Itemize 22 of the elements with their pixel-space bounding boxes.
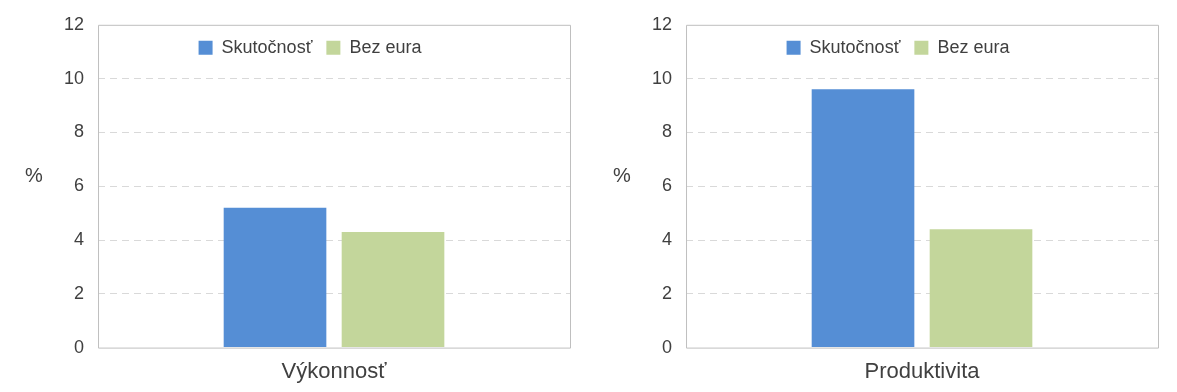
x-tick-label: Výkonnosť <box>281 357 388 383</box>
legend-label: Skutočnosť <box>221 36 313 57</box>
y-tick-label: 12 <box>651 13 673 34</box>
y-tick-label: 4 <box>662 228 673 249</box>
y-tick-label: 10 <box>651 67 673 88</box>
y-tick-label: 10 <box>63 67 85 88</box>
y-tick-label: 8 <box>662 121 673 142</box>
legend-label: Skutočnosť <box>809 36 901 57</box>
y-tick-label: 6 <box>662 175 673 196</box>
x-tick-label: Produktivita <box>864 357 981 383</box>
y-tick-label: 2 <box>662 282 673 303</box>
y-tick-label: 6 <box>74 175 85 196</box>
y-tick-label: 0 <box>662 336 673 357</box>
y-axis-title: % <box>25 163 44 186</box>
y-tick-label: 12 <box>63 13 85 34</box>
legend-label: Bez eura <box>937 36 1011 57</box>
y-tick-label: 8 <box>74 121 85 142</box>
y-axis-title: % <box>613 163 632 186</box>
y-tick-label: 4 <box>74 228 85 249</box>
y-tick-label: 0 <box>74 336 85 357</box>
y-tick-label: 2 <box>74 282 85 303</box>
legend-label: Bez eura <box>349 36 423 57</box>
